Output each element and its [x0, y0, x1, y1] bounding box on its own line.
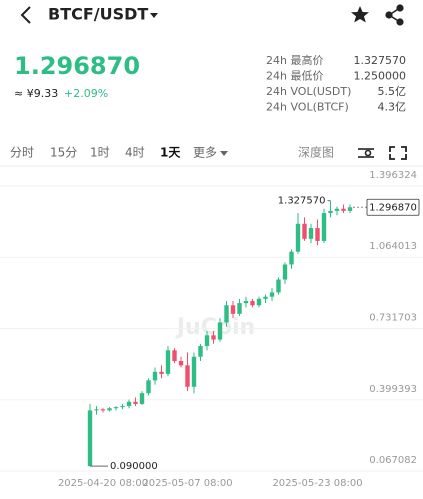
stat-value: 5.5亿 [378, 85, 407, 98]
stat-value: 4.3亿 [378, 101, 407, 114]
y-tick-label: 0.067082 [369, 455, 417, 466]
depth-tab[interactable]: 深度图 [298, 145, 334, 160]
candle-body [165, 350, 171, 374]
x-tick-label: 2025-04-20 08:00 [58, 478, 148, 489]
candle-body [152, 371, 158, 381]
interval-tab[interactable]: 4时 [125, 146, 145, 160]
candle-body [269, 292, 275, 297]
pair-title[interactable]: BTCF/USDT [48, 5, 148, 24]
interval-tabs: 分时 15分 1时 4时 1天 更多 [10, 146, 228, 160]
candle-body [308, 228, 314, 239]
candle-body [243, 300, 249, 304]
last-price-label: 1.296870 [369, 202, 417, 213]
y-tick-label: 1.396324 [369, 170, 417, 181]
candle-body [178, 361, 184, 366]
y-tick-label: 1.064013 [369, 241, 417, 252]
candle-body [250, 300, 255, 306]
candle-body [328, 210, 333, 214]
stat-label: 24h 最高价 [266, 53, 323, 67]
candle-body [87, 410, 93, 467]
candle-body [191, 356, 197, 387]
candle-body [321, 213, 327, 241]
y-tick-label: 0.731703 [369, 312, 417, 323]
candle-body [146, 380, 151, 394]
candle-body [263, 296, 268, 299]
candle-body [94, 409, 99, 411]
candle-body [347, 207, 353, 211]
candle-body [107, 408, 112, 411]
stat-value: 1.327570 [354, 54, 407, 67]
stat-label: 24h VOL(USDT) [266, 85, 351, 98]
candle-body [211, 335, 216, 340]
cny-price: ≈ ¥9.33 [14, 87, 58, 100]
back-button[interactable] [20, 6, 31, 24]
annotation-label: 0.090000 [110, 461, 158, 472]
candle-body [289, 251, 294, 265]
candle-body [334, 208, 340, 211]
candle-body [217, 322, 223, 340]
interval-tab[interactable]: 分时 [10, 146, 34, 160]
candle-body [237, 303, 242, 314]
candle-body [198, 346, 203, 357]
last-price: 1.296870 [14, 52, 140, 80]
last-price-box [366, 198, 420, 216]
more-dropdown[interactable] [220, 151, 228, 156]
interval-tab[interactable]: 15分 [50, 146, 77, 160]
candle-body [282, 264, 288, 280]
fullscreen-button[interactable] [389, 146, 407, 160]
y-tick-label: 0.399393 [369, 384, 417, 395]
interval-tab[interactable]: 1时 [90, 146, 110, 160]
candle-body [172, 350, 177, 362]
candle-body [139, 393, 145, 404]
share-button[interactable] [385, 4, 404, 26]
stat-value: 1.250000 [354, 70, 407, 83]
indicator-button[interactable] [358, 148, 374, 158]
annotation-label: 1.327570 [278, 196, 326, 207]
stat-label: 24h VOL(BTCF) [266, 101, 349, 114]
change-percent: +2.09% [64, 87, 108, 100]
interval-tab[interactable]: 更多 [193, 146, 217, 160]
interval-tab[interactable]: 1天 [160, 146, 181, 160]
x-tick-label: 2025-05-23 08:00 [272, 478, 362, 489]
candle-body [295, 223, 301, 252]
candle-body [126, 401, 132, 407]
candle-body [230, 305, 236, 314]
candle-body [204, 335, 210, 347]
candle-body [185, 365, 190, 387]
x-tick-label: 2025-05-07 08:00 [142, 478, 232, 489]
candle-body [302, 223, 307, 239]
candle-body [120, 406, 125, 408]
candle-body [276, 279, 281, 293]
candle-body [133, 401, 138, 404]
favorite-button[interactable] [351, 6, 369, 23]
pair-dropdown[interactable] [150, 13, 158, 18]
candle-body [113, 407, 119, 409]
stat-label: 24h 最低价 [266, 70, 323, 83]
candle-body [315, 228, 320, 241]
chart: 0.067082 0.399393 0.731703 1.064013 1.396324… [0, 170, 423, 489]
candle-body [256, 298, 262, 306]
candle-body [341, 208, 346, 211]
candle-body [100, 409, 106, 411]
candle-body [159, 371, 164, 374]
candle-body [224, 305, 229, 323]
